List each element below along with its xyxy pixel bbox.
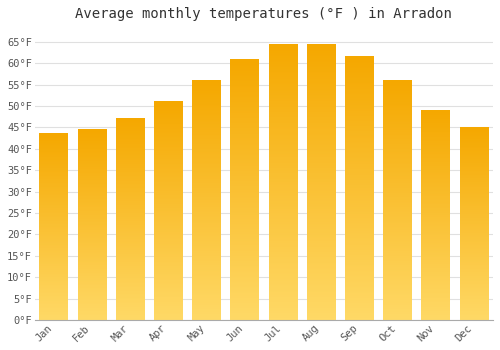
Title: Average monthly temperatures (°F ) in Arradon: Average monthly temperatures (°F ) in Ar… (76, 7, 452, 21)
